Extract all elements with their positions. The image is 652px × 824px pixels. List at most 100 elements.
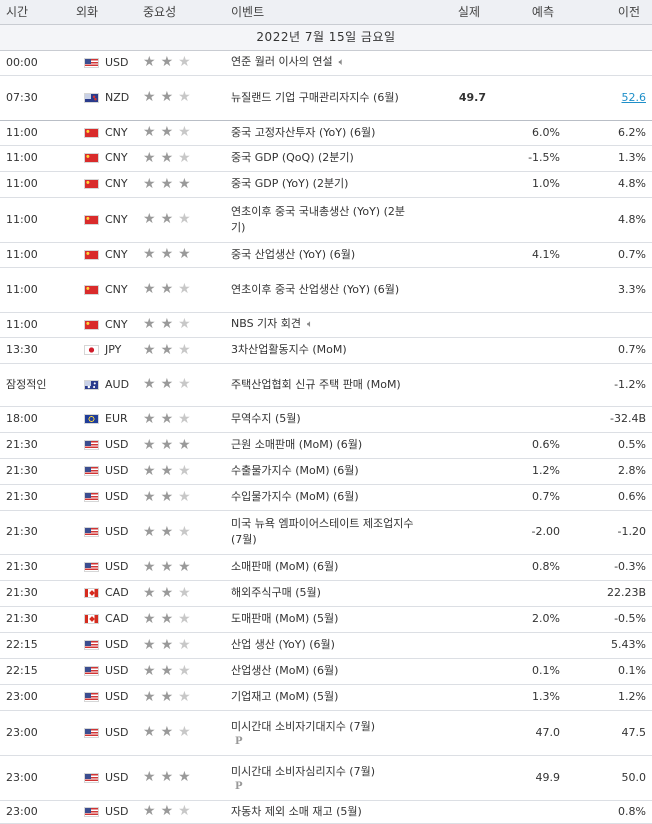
- event-name-cell[interactable]: 중국 산업생산 (YoY) (6월): [225, 242, 421, 268]
- event-row[interactable]: 07:30 NZD ★ ★ ★ 뉴질랜드 기업 구매관리자지수 (6월) 49.7 52.6: [0, 75, 652, 121]
- event-name-cell[interactable]: 무역수지 (5월): [225, 406, 421, 433]
- event-name[interactable]: 자동차 제외 소매 재고 (5월): [231, 804, 362, 818]
- event-name[interactable]: 미국 뉴욕 엠파이어스테이트 제조업지수 (7월): [231, 517, 414, 546]
- col-header-actual[interactable]: 실제: [421, 0, 492, 25]
- event-name-cell[interactable]: 근원 소매판매 (MoM) (6월): [225, 432, 421, 459]
- event-row[interactable]: 21:30 USD ★ ★ ★ 수입물가지수 (MoM) (6월) 0.7% 0.6%: [0, 484, 652, 511]
- event-row[interactable]: 23:00 USD ★ ★ ★ 미시간대 소비자기대지수 (7월) P 47.0 47.5: [0, 710, 652, 756]
- event-currency-cell: JPY: [70, 337, 137, 364]
- event-forecast: -1.5%: [492, 145, 566, 172]
- event-name[interactable]: 뉴질랜드 기업 구매관리자지수 (6월): [231, 90, 399, 104]
- event-name[interactable]: 연준 월러 이사의 연설: [231, 55, 333, 68]
- event-name-cell[interactable]: 미국 뉴욕 엠파이어스테이트 제조업지수 (7월): [225, 510, 421, 555]
- event-name-cell[interactable]: NBS 기자 회견 🔈︎: [225, 312, 421, 338]
- event-name-cell[interactable]: 3차산업활동지수 (MoM): [225, 337, 421, 364]
- event-name[interactable]: 중국 GDP (YoY) (2분기): [231, 177, 349, 190]
- event-name-cell[interactable]: 연초이후 중국 산업생산 (YoY) (6월): [225, 267, 421, 313]
- event-name-cell[interactable]: 산업 생산 (YoY) (6월): [225, 632, 421, 659]
- col-header-event[interactable]: 이벤트: [225, 0, 421, 25]
- event-row[interactable]: 11:00 CNY ★ ★ ★ 중국 GDP (QoQ) (2분기) -1.5% 1.3%: [0, 145, 652, 172]
- col-header-currency[interactable]: 외화: [70, 0, 137, 25]
- us-flag-icon: [84, 666, 99, 676]
- event-name[interactable]: 산업생산 (MoM) (6월): [231, 664, 339, 677]
- event-row[interactable]: 11:00 CNY ★ ★ ★ 중국 고정자산투자 (YoY) (6월) 6.0% 6.2%: [0, 120, 652, 146]
- currency-code: CAD: [105, 612, 129, 625]
- event-row[interactable]: 22:15 USD ★ ★ ★ 산업생산 (MoM) (6월) 0.1% 0.1%: [0, 658, 652, 685]
- event-name[interactable]: 수입물가지수 (MoM) (6월): [231, 490, 359, 503]
- event-name[interactable]: 중국 산업생산 (YoY) (6월): [231, 247, 356, 261]
- event-row[interactable]: 21:30 USD ★ ★ ★ 수출물가지수 (MoM) (6월) 1.2% 2.8%: [0, 458, 652, 485]
- event-name[interactable]: 중국 GDP (QoQ) (2분기): [231, 151, 354, 164]
- event-name-cell[interactable]: 미시간대 소비자심리지수 (7월) P: [225, 755, 421, 801]
- event-time: 23:00: [0, 684, 70, 711]
- event-name-cell[interactable]: 수입물가지수 (MoM) (6월): [225, 484, 421, 511]
- event-row[interactable]: 00:00 USD ★ ★ ★ 연준 월러 이사의 연설 🔈︎: [0, 50, 652, 76]
- event-row[interactable]: 21:30 CAD ★ ★ ★ 해외주식구매 (5월) 22.23B: [0, 580, 652, 607]
- event-name[interactable]: 기업재고 (MoM) (5월): [231, 690, 339, 703]
- event-name-cell[interactable]: 연초이후 중국 국내총생산 (YoY) (2분기): [225, 197, 421, 243]
- star-icon: ★: [160, 149, 174, 166]
- event-row[interactable]: 11:00 CNY ★ ★ ★ 중국 GDP (YoY) (2분기) 1.0% 4.8%: [0, 171, 652, 198]
- col-header-time[interactable]: 시간: [0, 0, 70, 25]
- event-row[interactable]: 22:15 USD ★ ★ ★ 산업 생산 (YoY) (6월) 5.43%: [0, 632, 652, 659]
- us-flag-icon: [84, 692, 99, 702]
- event-name[interactable]: 주택산업협회 신규 주택 판매 (MoM): [231, 377, 401, 391]
- event-name[interactable]: 소매판매 (MoM) (6월): [231, 560, 339, 573]
- event-row[interactable]: 21:30 CAD ★ ★ ★ 도매판매 (MoM) (5월) 2.0% -0.5%: [0, 606, 652, 633]
- event-row[interactable]: 21:30 USD ★ ★ ★ 소매판매 (MoM) (6월) 0.8% -0.3%: [0, 554, 652, 581]
- event-name[interactable]: 미시간대 소비자기대지수 (7월): [231, 719, 376, 733]
- event-name-cell[interactable]: 도매판매 (MoM) (5월): [225, 606, 421, 633]
- event-name[interactable]: 무역수지 (5월): [231, 412, 301, 425]
- event-row[interactable]: 13:30 JPY ★ ★ ★ 3차산업활동지수 (MoM) 0.7%: [0, 337, 652, 364]
- event-name-cell[interactable]: 소매판매 (MoM) (6월): [225, 554, 421, 581]
- event-name[interactable]: 연초이후 중국 국내총생산 (YoY) (2분기): [231, 204, 406, 234]
- date-row: 2022년 7월 15일 금요일: [0, 24, 652, 51]
- event-name-cell[interactable]: 산업생산 (MoM) (6월): [225, 658, 421, 685]
- event-row[interactable]: 18:00 EUR ★ ★ ★ 무역수지 (5월) -32.4B: [0, 406, 652, 433]
- star-icon: ★: [178, 175, 191, 192]
- event-row[interactable]: 23:00 USD ★ ★ ★ 기업재고 (MoM) (5월) 1.3% 1.2%: [0, 684, 652, 711]
- currency-code: CNY: [105, 282, 128, 296]
- importance-rating: ★ ★ ★: [137, 458, 225, 485]
- event-previous: 1.3%: [566, 145, 652, 172]
- event-row[interactable]: 11:00 CNY ★ ★ ★ 중국 산업생산 (YoY) (6월) 4.1% 0.7%: [0, 242, 652, 268]
- event-name-cell[interactable]: 기업재고 (MoM) (5월): [225, 684, 421, 711]
- event-row[interactable]: 잠정적인 AUD ★ ★ ★ 주택산업협회 신규 주택 판매 (MoM) -1.2%: [0, 363, 652, 407]
- event-name-cell[interactable]: 중국 고정자산투자 (YoY) (6월): [225, 120, 421, 146]
- us-flag-icon: [84, 772, 99, 783]
- event-name-cell[interactable]: 중국 GDP (QoQ) (2분기): [225, 145, 421, 172]
- event-name[interactable]: NBS 기자 회견: [231, 317, 302, 330]
- event-name-cell[interactable]: 연준 월러 이사의 연설 🔈︎: [225, 50, 421, 76]
- event-name[interactable]: 해외주식구매 (5월): [231, 586, 321, 599]
- col-header-previous[interactable]: 이전: [566, 0, 652, 25]
- event-name[interactable]: 중국 고정자산투자 (YoY) (6월): [231, 125, 376, 139]
- event-name-cell[interactable]: 해외주식구매 (5월): [225, 580, 421, 607]
- event-name-cell[interactable]: 주택산업협회 신규 주택 판매 (MoM): [225, 363, 421, 407]
- event-name-cell[interactable]: 수출물가지수 (MoM) (6월): [225, 458, 421, 485]
- event-row[interactable]: 11:00 CNY ★ ★ ★ NBS 기자 회견 🔈︎: [0, 312, 652, 338]
- event-name-cell[interactable]: 자동차 제외 소매 재고 (5월): [225, 800, 421, 824]
- event-previous: 0.6%: [566, 484, 652, 511]
- previous-revised-link[interactable]: 52.6: [621, 90, 647, 104]
- event-row[interactable]: 23:00 USD ★ ★ ★ 미시간대 소비자심리지수 (7월) P 49.9 50.0: [0, 755, 652, 801]
- event-name[interactable]: 3차산업활동지수 (MoM): [231, 343, 347, 356]
- event-name[interactable]: 연초이후 중국 산업생산 (YoY) (6월): [231, 282, 400, 296]
- event-row[interactable]: 23:00 USD ★ ★ ★ 자동차 제외 소매 재고 (5월) 0.8%: [0, 800, 652, 824]
- event-name[interactable]: 수출물가지수 (MoM) (6월): [231, 464, 359, 477]
- event-name[interactable]: 도매판매 (MoM) (5월): [231, 612, 339, 625]
- event-name[interactable]: 근원 소매판매 (MoM) (6월): [231, 438, 363, 451]
- event-actual: [421, 606, 492, 633]
- col-header-forecast[interactable]: 예측: [492, 0, 566, 25]
- event-name-cell[interactable]: 뉴질랜드 기업 구매관리자지수 (6월): [225, 75, 421, 121]
- event-row[interactable]: 21:30 USD ★ ★ ★ 근원 소매판매 (MoM) (6월) 0.6% 0.5%: [0, 432, 652, 459]
- event-row[interactable]: 11:00 CNY ★ ★ ★ 연초이후 중국 산업생산 (YoY) (6월) 3.3%: [0, 267, 652, 313]
- event-name[interactable]: 미시간대 소비자심리지수 (7월): [231, 764, 376, 778]
- event-time: 22:15: [0, 632, 70, 659]
- event-name-cell[interactable]: 중국 GDP (YoY) (2분기): [225, 171, 421, 198]
- importance-rating: ★ ★ ★: [137, 432, 225, 459]
- event-row[interactable]: 11:00 CNY ★ ★ ★ 연초이후 중국 국내총생산 (YoY) (2분기) 4.8%: [0, 197, 652, 243]
- col-header-importance[interactable]: 중요성: [137, 0, 225, 25]
- event-name[interactable]: 산업 생산 (YoY) (6월): [231, 638, 335, 651]
- event-row[interactable]: 21:30 USD ★ ★ ★ 미국 뉴욕 엠파이어스테이트 제조업지수 (7월) -2.0…: [0, 510, 652, 555]
- event-name-cell[interactable]: 미시간대 소비자기대지수 (7월) P: [225, 710, 421, 756]
